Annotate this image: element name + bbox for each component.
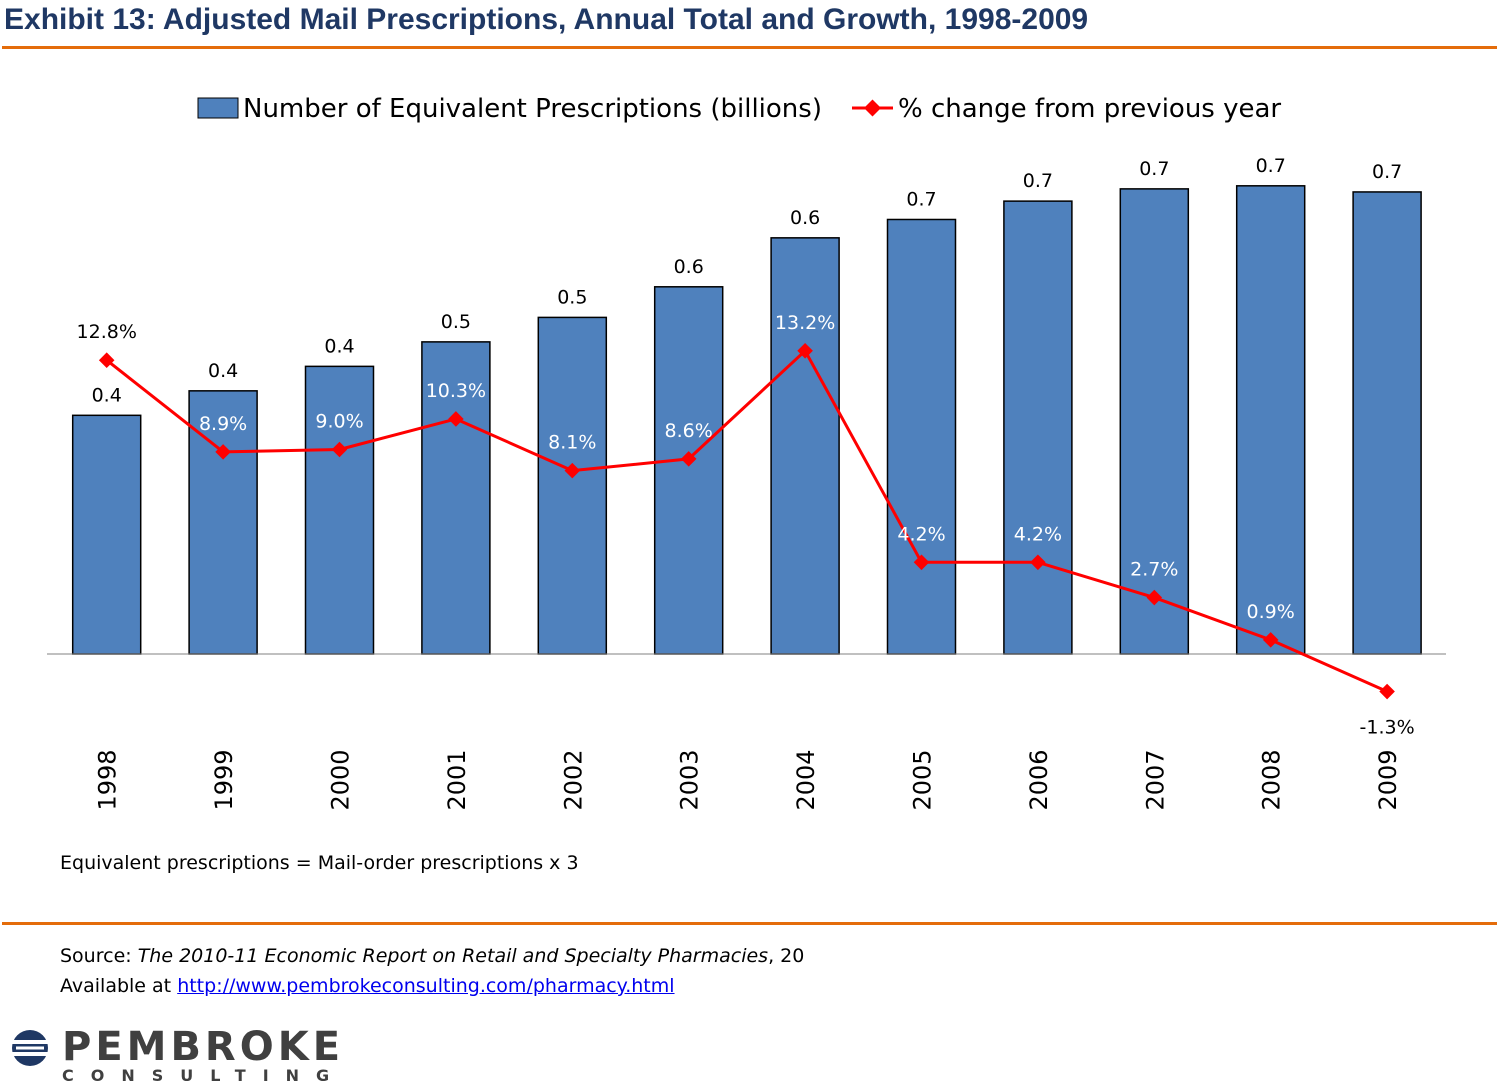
bar-label-2000: 0.4 (324, 335, 354, 357)
x-tick-2002: 2002 (559, 749, 587, 810)
line-series (98, 343, 1395, 700)
x-tick-2005: 2005 (909, 749, 937, 810)
growth-marker-2008 (1262, 632, 1279, 648)
bar-label-2004: 0.6 (790, 207, 820, 229)
bar-2008 (1235, 185, 1306, 655)
bar-value-labels: 0.4 0.4 0.4 0.5 0.5 0.6 0.6 0.7 0.7 0.7 0.7 0.7 (92, 155, 1403, 407)
legend-bar-label: Number of Equivalent Prescriptions (bill… (243, 94, 822, 124)
source-report-title: The 2010-11 Economic Report on Retail an… (137, 945, 769, 967)
x-tick-2006: 2006 (1025, 749, 1053, 810)
bar-2004 (770, 237, 840, 655)
legend-line-marker (864, 99, 881, 117)
logo-subtitle: CONSULTING (62, 1066, 347, 1085)
growth-marker-2006 (1030, 554, 1046, 571)
logo-mark-icon (10, 1030, 50, 1066)
line-value-labels: 12.8% 8.9% 9.0% 10.3% 8.1% 8.6% 13.2% 4.2% 4.2% 2… (77, 312, 1415, 739)
bar-label-2003: 0.6 (674, 256, 704, 278)
bar-label-2001: 0.5 (441, 311, 471, 333)
x-tick-2003: 2003 (676, 749, 704, 810)
bar-label-2002: 0.5 (557, 286, 587, 308)
bar-2001 (421, 341, 491, 655)
growth-label-2004: 13.2% (775, 312, 835, 334)
x-tick-2008: 2008 (1258, 749, 1286, 810)
x-tick-2004: 2004 (792, 749, 820, 810)
source-link[interactable]: http://www.pembrokeconsulting.com/pharma… (177, 975, 675, 997)
growth-label-2008: 0.9% (1247, 601, 1295, 623)
source-suffix: , 20 (768, 945, 805, 967)
x-tick-2001: 2001 (443, 749, 471, 810)
source-line: Source: The 2010-11 Economic Report on R… (60, 941, 804, 971)
bar-2009 (1352, 191, 1422, 655)
footer-divider (2, 922, 1497, 925)
growth-label-1999: 8.9% (199, 413, 247, 435)
bar-2006 (1003, 200, 1073, 655)
source-prefix: Source: (60, 945, 138, 967)
bar-1998 (71, 414, 142, 655)
growth-label-2002: 8.1% (548, 432, 596, 454)
available-line: Available at http://www.pembrokeconsulti… (60, 971, 804, 1001)
bar-2002 (537, 316, 608, 655)
bar-2003 (653, 286, 724, 655)
chart-legend: Number of Equivalent Prescriptions (bill… (197, 94, 1281, 124)
legend-bar-swatch (197, 97, 239, 119)
x-tick-2009: 2009 (1374, 749, 1402, 810)
bar-label-2005: 0.7 (906, 188, 936, 210)
chart: Number of Equivalent Prescriptions (bill… (47, 94, 1446, 811)
bar-label-2009: 0.7 (1372, 161, 1402, 183)
growth-marker-2007 (1146, 589, 1163, 606)
growth-label-2006: 4.2% (1014, 523, 1062, 545)
bar-series (71, 185, 1422, 655)
growth-label-2007: 2.7% (1130, 559, 1178, 581)
x-tick-1998: 1998 (94, 749, 122, 810)
page-title: Exhibit 13: Adjusted Mail Prescriptions,… (4, 3, 1089, 36)
available-label: Available at (60, 975, 178, 997)
bar-label-2007: 0.7 (1139, 158, 1169, 180)
growth-label-2009: -1.3% (1360, 717, 1415, 739)
bar-label-1998: 0.4 (92, 384, 122, 406)
bar-2000 (304, 365, 375, 655)
bar-label-2006: 0.7 (1023, 170, 1053, 192)
x-tick-1999: 1999 (210, 749, 238, 810)
bar-2007 (1119, 188, 1190, 655)
growth-label-2001: 10.3% (426, 380, 486, 402)
growth-marker-1999 (215, 444, 231, 460)
growth-marker-2009 (1379, 683, 1395, 700)
bar-label-2008: 0.7 (1256, 155, 1286, 177)
bar-2005 (886, 218, 957, 655)
growth-label-1998: 12.8% (77, 321, 137, 343)
growth-label-2005: 4.2% (897, 523, 945, 545)
source-block: Source: The 2010-11 Economic Report on R… (60, 941, 804, 1001)
x-tick-2007: 2007 (1141, 749, 1169, 810)
bar-label-1999: 0.4 (208, 360, 238, 382)
title-divider (2, 46, 1497, 49)
chart-note: Equivalent prescriptions = Mail-order pr… (60, 852, 579, 874)
growth-line (105, 349, 1388, 693)
growth-label-2000: 9.0% (315, 411, 363, 433)
logo-name: PEMBROKE (62, 1024, 345, 1070)
x-tick-2000: 2000 (327, 749, 355, 810)
growth-label-2003: 8.6% (665, 420, 713, 442)
x-tick-labels: 1998 1999 2000 2001 2002 2003 2004 2005 2006 2007… (94, 749, 1402, 810)
company-logo: PEMBROKE CONSULTING (10, 1024, 340, 1088)
growth-marker-2005 (913, 554, 930, 571)
legend-line-label: % change from previous year (898, 94, 1281, 124)
